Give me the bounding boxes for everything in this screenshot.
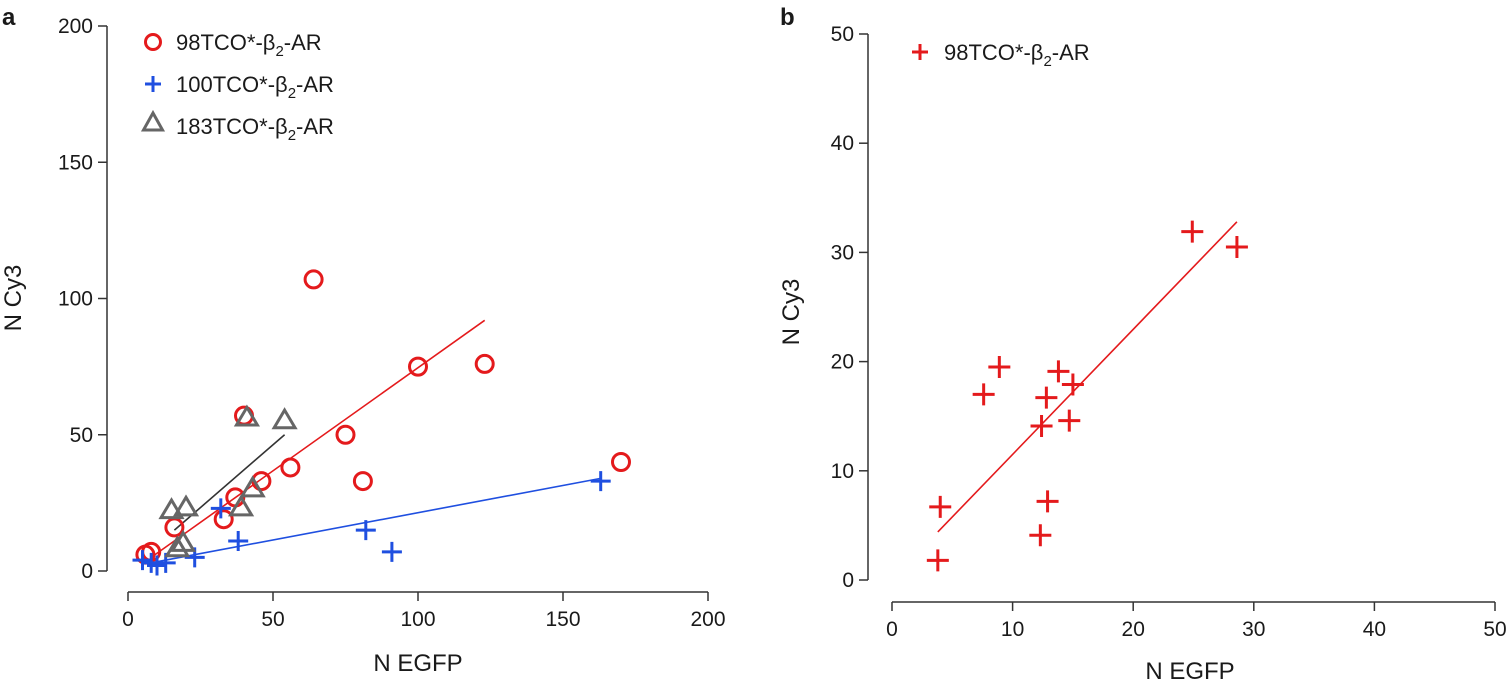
x-tick-label: 100 bbox=[400, 608, 435, 631]
data-point-circle bbox=[280, 457, 301, 478]
y-tick-label: 200 bbox=[58, 15, 93, 38]
legend-entry-98tco: 98TCO*-β2-AR bbox=[144, 30, 322, 60]
legend-label-183tco: 183TCO*-β2-AR bbox=[176, 114, 334, 144]
panel-b: b 0 10 20 30 40 50 0 10 20 30 40 50 N EGFP N Cy3 9… bbox=[778, 4, 1507, 685]
data-point-plus bbox=[147, 555, 167, 576]
data-point-plus bbox=[1061, 373, 1084, 396]
y-tick-label: 10 bbox=[831, 460, 854, 483]
data-point-plus bbox=[590, 471, 611, 492]
data-point-triangle bbox=[233, 404, 260, 427]
data-point-plus bbox=[1029, 524, 1052, 547]
data-point-plus bbox=[1225, 235, 1248, 258]
legend-entry-98tco-b: 98TCO*-β2-AR bbox=[912, 40, 1090, 70]
x-tick-label: 30 bbox=[1242, 618, 1265, 641]
y-tick-label: 20 bbox=[831, 351, 854, 374]
panel-b-legend: 98TCO*-β2-AR bbox=[912, 40, 1090, 70]
data-point-circle bbox=[164, 517, 185, 538]
legend-entry-100tco: 100TCO*-β2-AR bbox=[145, 72, 334, 102]
data-point-circle bbox=[352, 471, 373, 492]
y-tick-label: 100 bbox=[58, 288, 93, 311]
data-point-triangle bbox=[228, 494, 255, 517]
x-tick-label: 50 bbox=[1483, 618, 1506, 641]
data-point-triangle bbox=[158, 497, 185, 520]
legend-label-98tco-b: 98TCO*-β2-AR bbox=[944, 40, 1090, 70]
data-point-triangle bbox=[164, 535, 191, 558]
panel-a-letter: a bbox=[2, 4, 16, 31]
data-point-plus bbox=[228, 531, 249, 552]
data-point-triangle bbox=[170, 529, 197, 552]
panel-b-y-ticks: 0 10 20 30 40 50 bbox=[831, 23, 868, 592]
x-tick-label: 20 bbox=[1122, 618, 1145, 641]
data-point-plus bbox=[1181, 220, 1204, 243]
x-tick-label: 0 bbox=[122, 608, 134, 631]
fit-line bbox=[937, 221, 1238, 533]
x-tick-label: 40 bbox=[1363, 618, 1386, 641]
data-point-circle bbox=[335, 424, 356, 445]
data-point-circle bbox=[303, 269, 324, 290]
y-tick-label: 0 bbox=[842, 569, 854, 592]
panel-a-data-points bbox=[132, 269, 631, 576]
panel-b-x-label: N EGFP bbox=[1145, 658, 1234, 685]
y-tick-label: 50 bbox=[70, 424, 93, 447]
panel-b-x-ticks: 0 10 20 30 40 50 bbox=[886, 602, 1507, 641]
legend-label-100tco: 100TCO*-β2-AR bbox=[176, 72, 334, 102]
data-point-circle bbox=[408, 356, 428, 377]
legend-circle-marker bbox=[144, 33, 162, 51]
x-tick-label: 200 bbox=[690, 608, 725, 631]
panel-b-data-points bbox=[926, 220, 1248, 572]
fit-line bbox=[151, 477, 601, 564]
data-point-plus bbox=[1036, 490, 1059, 513]
data-point-circle bbox=[474, 353, 495, 374]
x-tick-label: 150 bbox=[545, 608, 580, 631]
y-tick-label: 150 bbox=[58, 151, 93, 174]
data-point-plus bbox=[1030, 415, 1053, 438]
y-tick-label: 50 bbox=[831, 23, 854, 46]
data-point-plus bbox=[1058, 409, 1081, 432]
x-tick-label: 50 bbox=[261, 608, 284, 631]
data-point-plus bbox=[988, 356, 1011, 379]
legend-label-98tco: 98TCO*-β2-AR bbox=[176, 30, 322, 60]
panel-b-y-label: N Cy3 bbox=[778, 279, 805, 346]
panel-a-x-label: N EGFP bbox=[373, 650, 462, 677]
data-point-plus bbox=[210, 498, 231, 519]
data-point-triangle bbox=[172, 494, 200, 517]
panel-a-legend: 98TCO*-β2-AR 100TCO*-β2-AR 183TCO*-β2-AR bbox=[140, 30, 334, 144]
panel-a: a 0 50 100 150 200 0 50 100 150 200 N EGFP N Cy3… bbox=[0, 4, 726, 677]
x-tick-label: 0 bbox=[886, 618, 898, 641]
data-point-plus bbox=[132, 550, 153, 571]
data-point-triangle bbox=[271, 407, 298, 430]
legend-plus-marker bbox=[145, 76, 161, 92]
legend-plus-marker bbox=[912, 44, 928, 60]
y-tick-label: 40 bbox=[831, 132, 854, 155]
y-tick-label: 0 bbox=[81, 560, 93, 583]
panel-a-x-ticks: 0 50 100 150 200 bbox=[122, 592, 726, 631]
x-tick-label: 10 bbox=[1001, 618, 1024, 641]
data-point-plus bbox=[1035, 386, 1058, 409]
data-point-circle bbox=[611, 452, 631, 472]
y-tick-label: 30 bbox=[831, 241, 854, 264]
data-point-plus bbox=[929, 495, 952, 518]
data-point-plus bbox=[1047, 360, 1070, 383]
legend-entry-183tco: 183TCO*-β2-AR bbox=[140, 109, 334, 144]
data-point-plus bbox=[972, 383, 995, 406]
fit-line bbox=[150, 319, 486, 559]
data-point-triangle bbox=[239, 475, 266, 498]
legend-triangle-marker bbox=[140, 109, 166, 132]
data-point-plus bbox=[926, 549, 949, 572]
panel-b-fit-lines bbox=[937, 221, 1238, 533]
data-point-circle bbox=[213, 509, 234, 530]
panel-a-y-label: N Cy3 bbox=[0, 265, 27, 332]
panel-b-letter: b bbox=[780, 4, 795, 31]
data-point-plus bbox=[355, 520, 376, 541]
panel-a-y-ticks: 0 50 100 150 200 bbox=[58, 15, 107, 583]
data-point-plus bbox=[381, 541, 402, 562]
